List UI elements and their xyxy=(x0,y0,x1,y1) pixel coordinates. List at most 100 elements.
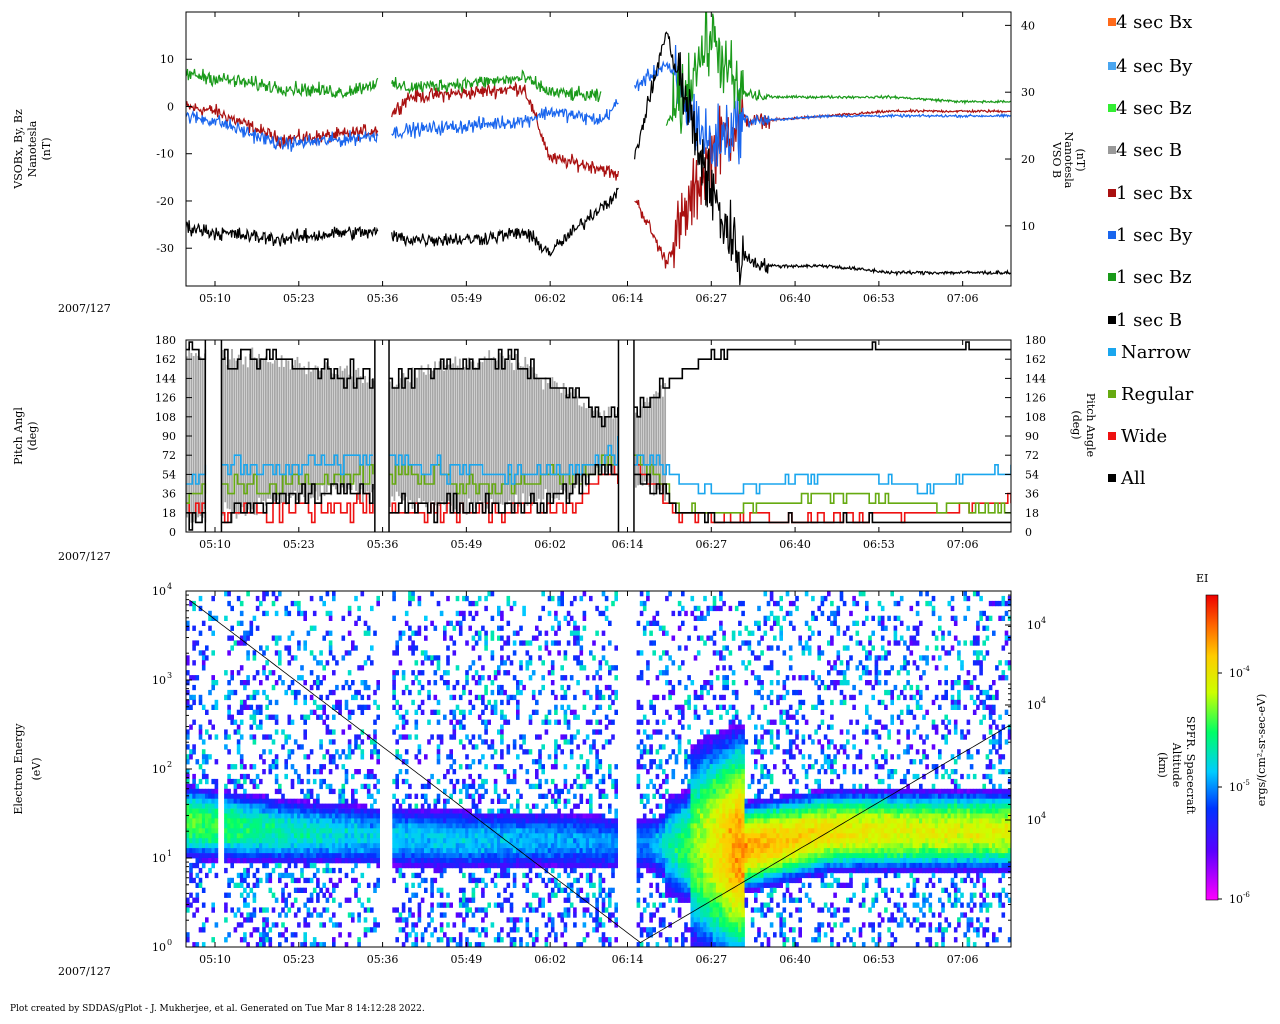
spectrogram-cell xyxy=(208,754,212,760)
spectrogram-cell xyxy=(715,788,720,795)
pitch-all-fill xyxy=(407,380,409,504)
spectrogram-cell xyxy=(490,650,495,656)
spectrogram-cell xyxy=(332,788,336,795)
spectrogram-cell xyxy=(509,853,514,859)
spectrogram-cell xyxy=(417,853,422,859)
spectrogram-cell xyxy=(370,808,374,814)
spectrogram-cell xyxy=(712,778,717,785)
spectrogram-cell xyxy=(490,680,495,686)
spectrogram-cell xyxy=(550,853,555,859)
spectrogram-cell xyxy=(554,749,558,755)
spectrogram-cell xyxy=(427,719,431,725)
spectrogram-cell xyxy=(671,729,676,735)
spectrogram-cell xyxy=(249,803,254,809)
spectrogram-cell xyxy=(665,838,669,844)
spectrogram-cell xyxy=(693,793,698,799)
spectrogram-cell xyxy=(566,897,571,903)
spectrogram-cell xyxy=(490,823,495,829)
spectrogram-cell xyxy=(462,823,466,829)
spectrogram-cell xyxy=(595,759,599,765)
spectrogram-cell xyxy=(554,858,558,864)
spectrogram-cell xyxy=(500,709,504,715)
spectrogram-cell xyxy=(598,665,603,671)
spectrogram-cell xyxy=(471,877,476,884)
spectrogram-cell xyxy=(297,853,301,859)
spectrogram-cell xyxy=(658,872,663,879)
spectrogram-cell xyxy=(719,773,723,780)
spectrogram-cell xyxy=(693,704,698,710)
spectrogram-cell xyxy=(201,798,206,804)
spectrogram-cell xyxy=(712,882,717,888)
spectrogram-cell xyxy=(446,645,450,651)
spectrogram-cell xyxy=(293,833,298,839)
spectrogram-cell xyxy=(712,600,717,607)
spectrogram-cell xyxy=(481,843,485,849)
spectrogram-cell xyxy=(239,610,244,617)
spectrogram-cell xyxy=(436,833,441,839)
spectrogram-cell xyxy=(462,858,466,864)
spectrogram-cell xyxy=(538,897,542,903)
spectrogram-cell xyxy=(417,858,422,864)
spectrogram-cell xyxy=(366,808,371,814)
spectrogram-cell xyxy=(319,922,323,928)
spectrogram-cell xyxy=(516,630,520,636)
spectrogram-cell xyxy=(255,858,260,864)
spectrogram-cell xyxy=(259,600,263,607)
spectrogram-cell xyxy=(316,818,320,824)
spectrogram-cell xyxy=(262,862,266,869)
spectrogram-cell xyxy=(452,853,457,859)
spectrogram-cell xyxy=(312,853,317,859)
spectrogram-cell xyxy=(525,887,530,893)
spectrogram-cell xyxy=(652,793,656,799)
spectrogram-cell xyxy=(186,848,190,854)
spectrogram-cell xyxy=(430,591,434,597)
spectrogram-cell xyxy=(411,640,415,646)
spectrogram-cell xyxy=(636,675,641,681)
spectrogram-cell xyxy=(500,749,504,755)
spectrogram-cell xyxy=(674,862,679,869)
spectrogram-cell xyxy=(547,818,552,824)
spectrogram-cell xyxy=(249,625,254,631)
spectrogram-cell xyxy=(484,729,488,735)
spectrogram-cell xyxy=(579,897,584,903)
spectrogram-cell xyxy=(366,862,371,869)
spectrogram-cell xyxy=(579,843,584,849)
spectrogram-cell xyxy=(608,853,612,859)
spectrogram-cell xyxy=(665,778,669,785)
spectrogram-cell xyxy=(639,754,644,760)
right-y-tick-label: 30 xyxy=(1021,86,1035,99)
spectrogram-cell xyxy=(290,813,295,819)
spectrogram-cell xyxy=(252,615,257,621)
spectrogram-cell xyxy=(662,848,666,854)
spectrogram-cell xyxy=(239,754,244,760)
spectrogram-cell xyxy=(366,843,371,849)
spectrogram-cell xyxy=(506,917,511,923)
spectrogram-cell xyxy=(436,600,441,607)
spectrogram-cell xyxy=(531,942,536,947)
spectrogram-cell xyxy=(528,877,533,884)
spectrogram-cell xyxy=(595,927,599,933)
spectrogram-cell xyxy=(351,640,355,646)
spectrogram-cell xyxy=(535,853,539,859)
spectrogram-cell xyxy=(589,912,593,918)
spectrogram-cell xyxy=(554,818,558,824)
spectrogram-cell xyxy=(265,808,269,814)
spectrogram-cell xyxy=(274,833,279,839)
spectrogram-cell xyxy=(284,689,288,696)
spectrogram-cell xyxy=(205,853,209,859)
spectrogram-cell xyxy=(554,937,558,943)
spectrogram-cell xyxy=(290,828,295,834)
spectrogram-cell xyxy=(414,892,419,898)
spectrogram-cell xyxy=(592,858,596,864)
spectrogram-cell xyxy=(186,670,190,676)
spectrogram-cell xyxy=(328,877,333,884)
spectrogram-cell xyxy=(300,778,304,785)
spectrogram-cell xyxy=(363,773,368,780)
spectrogram-cell xyxy=(595,689,599,696)
spectrogram-cell xyxy=(690,680,695,686)
spectrogram-cell xyxy=(335,813,339,819)
spectrogram-cell xyxy=(608,858,612,864)
spectrogram-cell xyxy=(497,798,501,804)
spectrogram-cell xyxy=(655,843,660,849)
spectrogram-cell xyxy=(497,813,501,819)
